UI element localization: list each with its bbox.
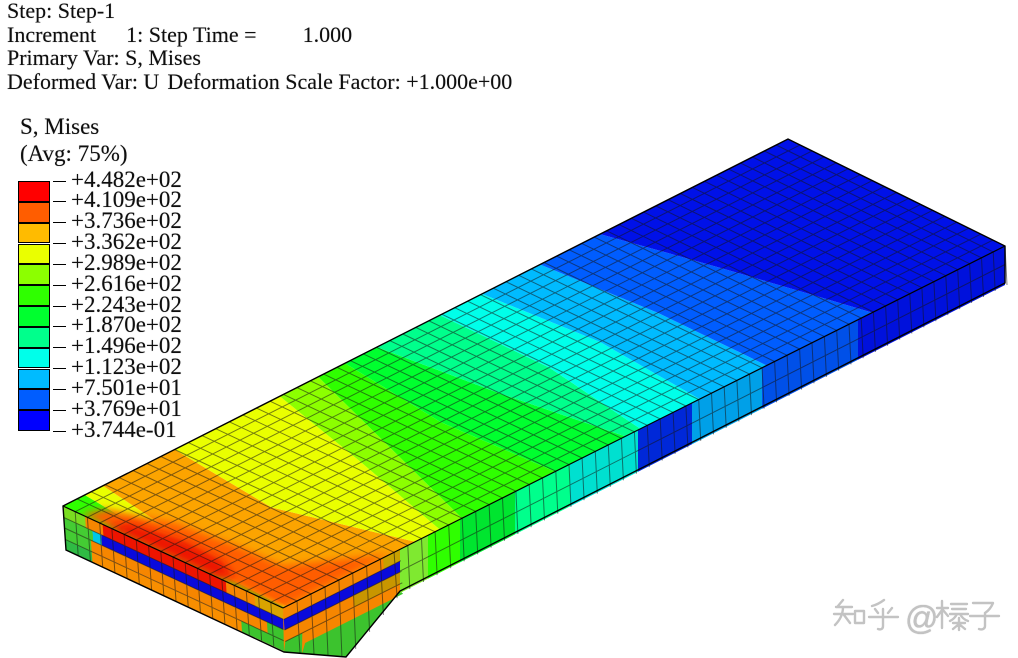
svg-text:@: @ bbox=[905, 599, 939, 636]
